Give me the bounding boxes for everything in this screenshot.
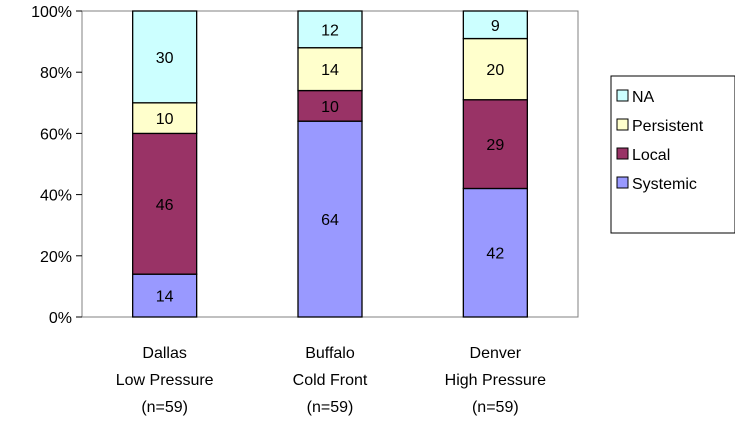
bar-segment-persistent [297,47,363,92]
y-axis: 0% 20% 40% 60% 80% 100% [31,4,82,327]
legend-label: NA [632,89,655,106]
data-label: 10 [156,111,174,128]
data-label: 42 [486,246,504,263]
data-label: 12 [321,22,339,39]
bar-segment-local [132,132,198,275]
bar-segment-systemic [462,187,528,318]
data-label: 9 [491,18,500,35]
category-label: Buffalo [305,345,355,362]
x-axis-labels: Dallas Low Pressure (n=59) Buffalo Cold Fron… [116,345,546,416]
bar-segment-local [462,99,528,190]
data-label: 10 [321,99,339,116]
data-label: 30 [156,50,174,67]
bar-segment-local [297,89,363,122]
data-label: 14 [156,289,174,306]
bar-segment-systemic [132,273,198,318]
data-label: 20 [486,62,504,79]
category-label: Cold Front [293,372,368,389]
data-label: 46 [156,197,174,214]
bar-segment-na [132,10,198,104]
category-label: (n=59) [307,399,354,416]
legend-swatch [616,118,629,131]
bar-segment-na [297,10,363,49]
legend-swatch [616,89,629,102]
y-tick-label: 100% [31,4,72,21]
category-label: High Pressure [445,372,546,389]
category-label: (n=59) [472,399,519,416]
bars: 14 46 10 30 64 10 14 12 42 29 20 9 [132,10,528,318]
category-label: Denver [470,345,522,362]
y-tick-label: 40% [40,188,72,205]
category-label: Low Pressure [116,372,214,389]
legend-label: Persistent [632,118,704,135]
y-tick-label: 20% [40,249,72,266]
legend-swatch [616,147,629,160]
bar-segment-systemic [297,120,363,318]
legend-box [610,75,735,234]
data-label: 29 [486,137,504,154]
legend: NA Persistent Local Systemic [610,75,735,234]
legend-label: Systemic [632,176,697,193]
y-tick-label: 80% [40,65,72,82]
bar-segment-na [462,10,528,40]
y-tick-label: 0% [49,310,72,327]
legend-label: Local [632,147,670,164]
category-label: Dallas [142,345,186,362]
legend-swatch [616,176,629,189]
y-tick-label: 60% [40,126,72,143]
data-label: 64 [321,212,339,229]
category-label: (n=59) [141,399,188,416]
data-label: 14 [321,62,339,79]
